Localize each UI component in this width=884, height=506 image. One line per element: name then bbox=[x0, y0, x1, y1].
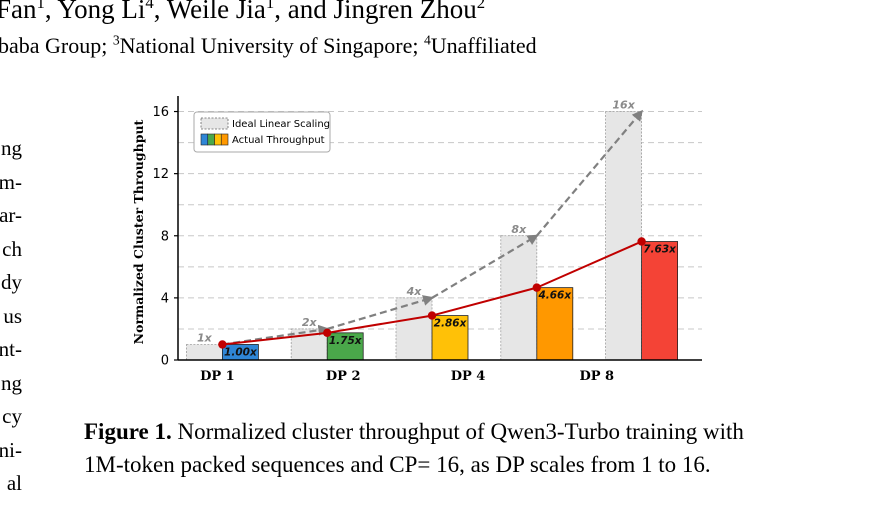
left-column-text: ng m- ar- ch dy us nt- ng cy ni- al bbox=[0, 132, 22, 501]
y-tick-label: 4 bbox=[161, 291, 169, 306]
author-line: Fan1, Yong Li4, Weile Jia1, and Jingren … bbox=[0, 0, 485, 26]
actual-point bbox=[218, 340, 227, 349]
legend-actual-swatch bbox=[220, 133, 229, 146]
ideal-bar bbox=[500, 235, 538, 361]
actual-throughput-line bbox=[327, 314, 433, 334]
author-4-sup: 2 bbox=[476, 0, 486, 12]
author-1-sep: , bbox=[44, 0, 58, 24]
ideal-label: 4x bbox=[406, 285, 423, 298]
author-3-name: Weile Jia bbox=[166, 0, 266, 24]
author-4-name: Jingren Zhou bbox=[333, 0, 477, 24]
actual-label: 1.75x bbox=[329, 335, 363, 347]
actual-throughput-line bbox=[222, 331, 328, 346]
x-tick-label: DP 1 bbox=[200, 369, 235, 384]
legend-ideal-label: Ideal Linear Scaling bbox=[232, 119, 330, 130]
left-fragment: ch bbox=[2, 236, 22, 261]
legend-actual-swatch bbox=[214, 133, 222, 146]
left-fragment: ng bbox=[1, 136, 22, 160]
left-fragment: ng bbox=[1, 370, 22, 395]
affiliation-line: baba Group; 3National University of Sing… bbox=[0, 32, 537, 60]
caption-text: Normalized cluster throughput of Qwen3-T… bbox=[84, 419, 744, 477]
left-fragment: ar- bbox=[0, 203, 22, 227]
actual-bar bbox=[641, 241, 678, 361]
ideal-label: 8x bbox=[511, 223, 527, 236]
actual-throughput-line bbox=[536, 240, 643, 289]
x-tick-label: DP 8 bbox=[579, 369, 614, 384]
legend-actual-label: Actual Throughput bbox=[232, 135, 325, 146]
y-tick-label: 0 bbox=[161, 354, 169, 369]
author-1-sup: 1 bbox=[36, 0, 45, 12]
actual-point bbox=[637, 237, 646, 246]
author-2-name: Yong Li bbox=[57, 0, 146, 24]
actual-label: 2.86x bbox=[434, 318, 468, 330]
y-tick-label: 8 bbox=[161, 229, 169, 244]
left-fragment: nt- bbox=[0, 337, 22, 361]
left-fragment: m- bbox=[0, 169, 22, 194]
affiliation-3: Unaffiliated bbox=[430, 33, 537, 58]
left-fragment: cy bbox=[2, 404, 22, 428]
author-3-sep: , and bbox=[274, 0, 334, 24]
affiliation-1: baba Group; bbox=[0, 33, 113, 58]
actual-label: 1.00x bbox=[224, 346, 258, 358]
x-tick-label: DP 2 bbox=[326, 369, 361, 384]
author-3-sup: 1 bbox=[265, 0, 275, 12]
throughput-chart: 1x 2x 4x 8x 16x 1.00x 1.75x 2.86x 4.66x 7.63x 0 4 8 1… bbox=[131, 96, 702, 384]
ideal-label: 1x bbox=[197, 331, 213, 344]
legend-actual-swatch bbox=[207, 133, 215, 146]
ideal-scaling-line bbox=[326, 295, 435, 330]
legend-actual-swatch bbox=[200, 133, 209, 146]
left-fragment: us bbox=[3, 303, 22, 328]
actual-label: 7.63x bbox=[643, 244, 677, 256]
affiliation-2-sup: 3 bbox=[112, 32, 120, 48]
left-fragment: dy bbox=[1, 270, 22, 294]
actual-point bbox=[532, 283, 541, 292]
figure-caption: Figure 1. Normalized cluster throughput … bbox=[84, 415, 774, 481]
author-2-sup: 4 bbox=[145, 0, 154, 12]
ideal-scaling-line bbox=[431, 234, 539, 299]
actual-point bbox=[323, 328, 332, 338]
y-tick-label: 12 bbox=[152, 167, 169, 182]
y-tick-label: 16 bbox=[152, 105, 169, 120]
legend-ideal-swatch bbox=[200, 117, 229, 130]
x-tick-label: DP 4 bbox=[451, 369, 486, 384]
affiliation-3-sup: 4 bbox=[423, 32, 431, 48]
caption-label: Figure 1. bbox=[84, 419, 172, 444]
ideal-bar bbox=[395, 297, 433, 361]
author-2-sep: , bbox=[153, 0, 167, 24]
ideal-bar bbox=[186, 344, 223, 361]
left-fragment: ni- bbox=[0, 437, 22, 462]
ideal-bar bbox=[605, 111, 643, 361]
actual-point bbox=[427, 311, 437, 320]
author-1-name: Fan bbox=[0, 0, 37, 24]
y-axis-label: Normalized Cluster Throughput bbox=[131, 119, 146, 344]
ideal-scaling-line bbox=[535, 109, 644, 237]
left-fragment: al bbox=[6, 471, 22, 495]
ideal-label: 16x bbox=[612, 99, 635, 112]
actual-label: 4.66x bbox=[537, 290, 572, 302]
actual-throughput-line bbox=[431, 286, 538, 317]
affiliation-2: National University of Singapore; bbox=[119, 33, 424, 58]
ideal-label: 2x bbox=[302, 316, 318, 329]
